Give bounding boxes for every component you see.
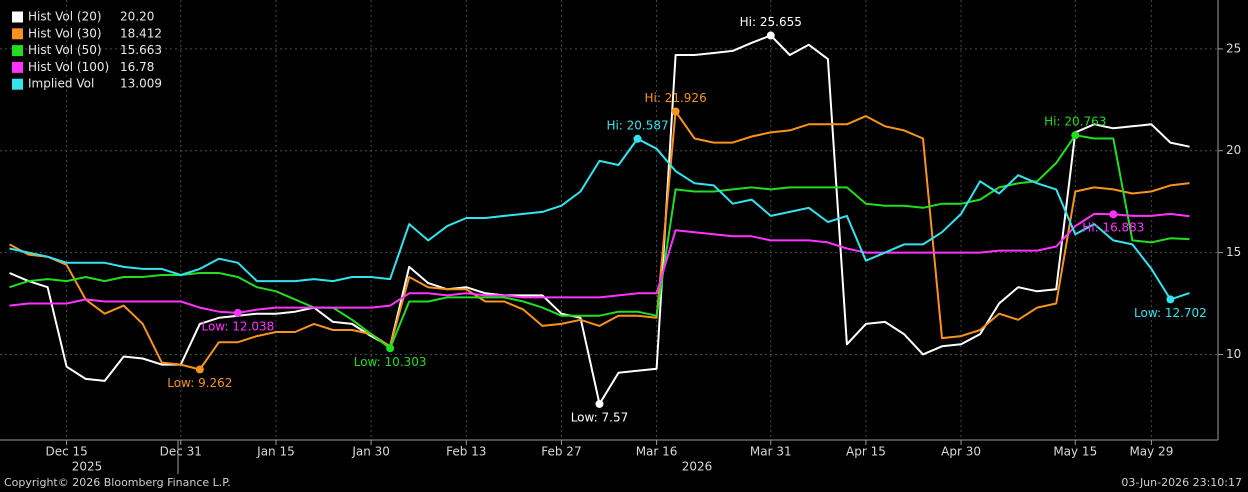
legend-label: Implied Vol (28, 77, 94, 91)
x-tick-label: Dec 31 (160, 445, 202, 459)
legend-swatch (12, 61, 23, 73)
x-tick-label: Jan 15 (256, 445, 295, 459)
extreme-marker (766, 31, 775, 40)
extreme-label: Low: 9.262 (167, 376, 232, 390)
x-tick-label: Mar 16 (636, 445, 678, 459)
x-tick-label: Apr 30 (941, 445, 981, 459)
y-tick-label: 20 (1226, 143, 1241, 157)
extreme-marker (633, 134, 642, 143)
legend-label: Hist Vol (20) (28, 10, 102, 24)
timestamp: 03-Jun-2026 23:10:17 (1121, 476, 1242, 489)
extreme-marker (1071, 131, 1080, 140)
legend-value: 13.009 (120, 77, 162, 91)
y-tick-label: 15 (1226, 245, 1241, 259)
legend-swatch (12, 11, 23, 23)
extreme-marker (386, 344, 395, 353)
legend-swatch (12, 45, 23, 57)
extreme-marker (195, 365, 204, 374)
x-tick-label: May 29 (1129, 445, 1173, 459)
x-tick-label: Feb 13 (446, 445, 486, 459)
extreme-label: Hi: 20.587 (606, 118, 668, 132)
extreme-label: Hi: 20.763 (1044, 115, 1106, 129)
legend-value: 18.412 (120, 26, 162, 40)
extreme-marker (1166, 295, 1175, 304)
extreme-marker (595, 399, 604, 408)
y-tick-label: 10 (1226, 347, 1241, 361)
extreme-label: Hi: 16.883 (1082, 221, 1144, 235)
x-tick-label: Mar 31 (750, 445, 792, 459)
x-tick-label: Apr 15 (846, 445, 886, 459)
extreme-label: Hi: 25.655 (740, 15, 802, 29)
legend-label: Hist Vol (100) (28, 60, 109, 74)
series-line (9, 137, 1190, 301)
legend-value: 16.78 (120, 60, 154, 74)
y-tick-label: 25 (1226, 41, 1241, 55)
series-line (9, 110, 1190, 371)
year-label: 2026 (682, 460, 713, 474)
extreme-label: Hi: 21.926 (645, 91, 707, 105)
year-label: 2025 (72, 460, 103, 474)
series-line (9, 212, 1190, 314)
x-tick-label: May 15 (1053, 445, 1097, 459)
series-line (9, 134, 1190, 350)
legend-swatch (12, 28, 23, 40)
copyright: Copyright© 2026 Bloomberg Finance L.P. (4, 476, 231, 489)
legend-label: Hist Vol (30) (28, 26, 102, 40)
extreme-marker (671, 107, 680, 116)
extreme-label: Low: 7.57 (571, 410, 629, 424)
extreme-label: Low: 12.038 (201, 319, 274, 333)
x-tick-label: Dec 15 (45, 445, 87, 459)
legend-swatch (12, 78, 23, 90)
x-tick-label: Jan 30 (351, 445, 390, 459)
legend-value: 20.20 (120, 10, 154, 24)
x-tick-label: Feb 27 (541, 445, 581, 459)
legend-value: 15.663 (120, 43, 162, 57)
extreme-marker (1109, 210, 1118, 219)
extreme-marker (233, 308, 242, 317)
legend-label: Hist Vol (50) (28, 43, 102, 57)
extreme-label: Low: 12.702 (1134, 306, 1207, 320)
extreme-label: Low: 10.303 (354, 355, 427, 369)
